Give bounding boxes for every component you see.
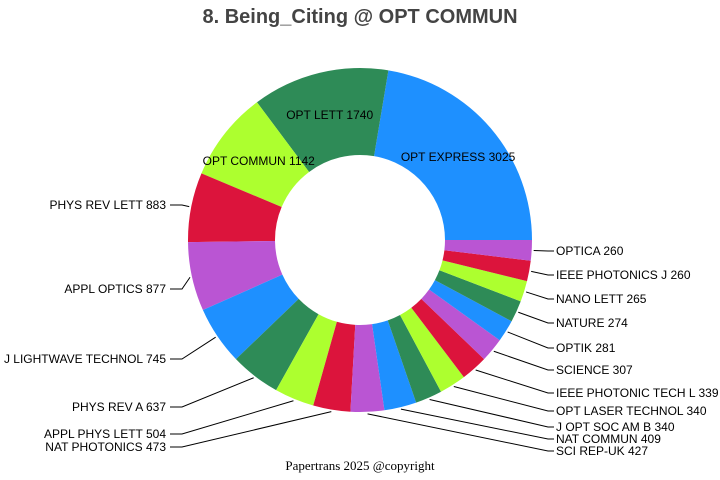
slice-label: J OPT SOC AM B 340	[556, 420, 675, 434]
leader-line	[531, 270, 554, 276]
slice-label: OPTICA 260	[556, 244, 624, 258]
slice-opt-express	[374, 70, 532, 240]
slice-label: NANO LETT 265	[556, 292, 647, 306]
slice-label: APPL OPTICS 877	[64, 282, 166, 296]
slice-label: NATURE 274	[556, 316, 628, 330]
slice-nature	[434, 270, 521, 322]
slice-label: IEEE PHOTONICS J 260	[556, 268, 691, 282]
slice-label: J LIGHTWAVE TECHNOL 745	[4, 352, 166, 366]
leader-line	[475, 369, 554, 394]
leader-line	[507, 331, 554, 349]
slice-label: OPT EXPRESS 3025	[401, 150, 516, 164]
slice-science	[421, 289, 500, 360]
slice-nano-lett	[439, 260, 528, 302]
slice-opt-commun	[201, 102, 310, 208]
leader-line	[453, 386, 554, 412]
leader-line	[170, 411, 332, 448]
slice-label: OPT LASER TECHNOL 340	[556, 404, 707, 418]
slice-nat-commun	[372, 320, 417, 411]
slice-phys-rev-a	[235, 298, 319, 391]
leader-line	[170, 276, 191, 290]
chart-title: 8. Being_Citing @ OPT COMMUN	[202, 6, 518, 28]
slice-optik	[429, 280, 512, 341]
leader-line	[533, 249, 554, 252]
leader-line	[518, 311, 554, 324]
slice-label: NAT PHOTONICS 473	[45, 440, 166, 454]
slice-label: OPT LETT 1740	[286, 108, 373, 122]
slice-appl-optics	[188, 241, 283, 311]
leader-line	[525, 291, 554, 300]
slice-opt-lett	[256, 68, 389, 172]
slice-label: IEEE PHOTONIC TECH L 339	[556, 386, 719, 400]
leader-line	[367, 413, 554, 452]
leader-line	[170, 400, 294, 435]
slice-j-opt-soc-am-b	[387, 314, 442, 403]
leader-line	[170, 377, 254, 408]
slice-label: SCIENCE 307	[556, 363, 633, 377]
leader-line	[170, 204, 190, 208]
leader-line	[493, 350, 554, 371]
slice-label: PHYS REV LETT 883	[50, 198, 167, 212]
slice-label: APPL PHYS LETT 504	[44, 427, 166, 441]
copyright-footer: Papertrans 2025 @copyright	[285, 458, 435, 473]
slice-label: OPT COMMUN 1142	[203, 154, 316, 168]
leader-line	[429, 398, 554, 428]
slice-appl-phys-lett	[276, 314, 337, 406]
slice-sci-rep-uk	[350, 324, 385, 412]
slice-phys-rev-lett	[188, 173, 282, 243]
slice-optica	[444, 240, 532, 261]
slice-opt-laser-technol	[400, 307, 464, 392]
slice-j-lightwave-technol	[202, 274, 299, 360]
leader-line	[170, 336, 216, 360]
slice-nat-photonics	[313, 321, 356, 412]
slice-ieee-photonics-j	[442, 250, 531, 282]
slice-ieee-photonic-tech-l	[411, 298, 485, 378]
leader-line	[400, 408, 554, 440]
slice-label: PHYS REV A 637	[72, 400, 166, 414]
slice-label: NAT COMMUN 409	[556, 432, 661, 446]
slice-label: SCI REP-UK 427	[556, 444, 648, 458]
slice-label: OPTIK 281	[556, 341, 616, 355]
